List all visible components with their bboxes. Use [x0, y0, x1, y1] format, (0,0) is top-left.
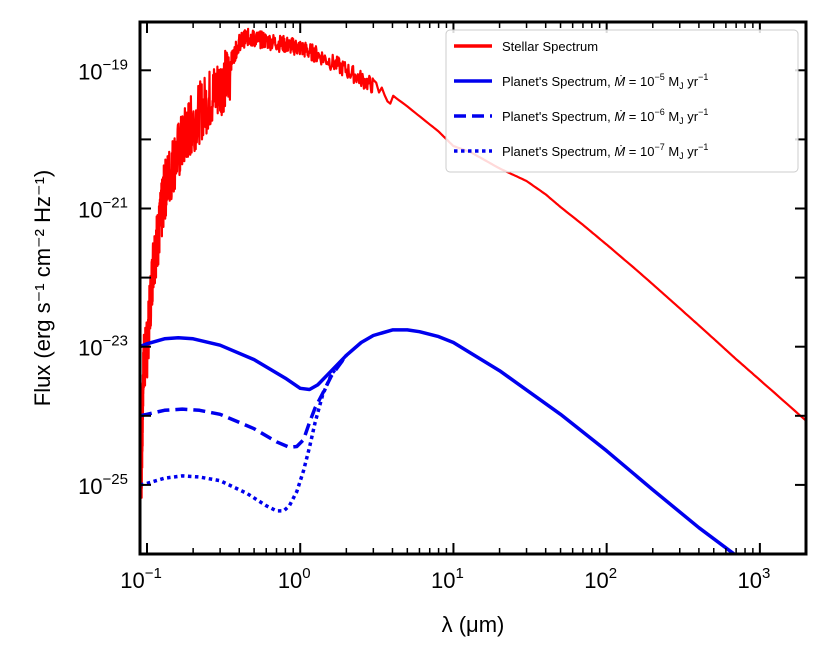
x-tick-label-base: 10 [584, 568, 608, 593]
legend-mass-unit: M [665, 109, 679, 124]
y-tick-label: 10−23 [78, 333, 128, 361]
legend-label: Planet's Spectrum, Ṁ = 10−5 MJ yr−1 [502, 72, 708, 91]
x-tick-label-base: 10 [431, 568, 455, 593]
y-tick-label: 10−19 [78, 56, 128, 84]
series-line-3 [140, 354, 348, 450]
legend-year-exp: −1 [698, 142, 708, 152]
series-line-2 [140, 328, 738, 554]
x-tick-label-exp: −1 [145, 565, 162, 582]
legend-label-main: Planet's Spectrum, [502, 144, 614, 159]
x-tick-label-base: 10 [278, 568, 302, 593]
legend-mass-unit: M [665, 74, 679, 89]
legend-mdot-symbol: Ṁ [614, 144, 625, 159]
x-tick-label-exp: 1 [456, 565, 464, 582]
y-tick-label-base: 10 [78, 336, 102, 361]
plot-frame [138, 20, 808, 556]
legend-year-unit: yr [684, 109, 699, 124]
x-tick-label-base: 10 [120, 568, 144, 593]
x-tick-label: 10−1 [120, 565, 162, 593]
legend-label-main: Planet's Spectrum, [502, 74, 614, 89]
legend-year-exp: −1 [698, 72, 708, 82]
y-tick-label-base: 10 [78, 474, 102, 499]
x-tick-label: 100 [278, 565, 311, 593]
x-tick-label-base: 10 [737, 568, 761, 593]
legend-box [445, 29, 799, 173]
x-tick-label: 103 [737, 565, 770, 593]
legend-label: Planet's Spectrum, Ṁ = 10−6 MJ yr−1 [502, 107, 708, 126]
legend-mass-sub: J [679, 81, 684, 91]
legend-label: Planet's Spectrum, Ṁ = 10−7 MJ yr−1 [502, 142, 708, 161]
legend-rate-exp: −6 [654, 107, 664, 117]
legend-equals: = 10 [625, 74, 654, 89]
y-tick-label-exp: −23 [103, 333, 128, 350]
y-tick-label-exp: −25 [103, 471, 128, 488]
y-tick-label-exp: −19 [103, 56, 128, 73]
legend-equals: = 10 [625, 109, 654, 124]
x-tick-label-exp: 0 [302, 565, 310, 582]
x-axis-label: λ (μm) [442, 612, 505, 637]
series-line-4 [140, 354, 348, 513]
x-tick-labels: 10−1 100 101 102 103 [120, 565, 770, 593]
legend-mass-sub: J [679, 151, 684, 161]
legend-mass-unit: M [665, 144, 679, 159]
legend-rate-exp: −5 [654, 72, 664, 82]
y-tick-label: 10−25 [78, 471, 128, 499]
y-tick-label-exp: −21 [103, 194, 128, 211]
legend-equals: = 10 [625, 144, 654, 159]
x-tick-label: 101 [431, 565, 464, 593]
y-tick-label-base: 10 [78, 59, 102, 84]
legend-label: Stellar Spectrum [502, 39, 598, 54]
x-tick-label-exp: 2 [609, 565, 617, 582]
y-axis-label: Flux (erg s⁻¹ cm⁻² Hz⁻¹) [30, 170, 55, 407]
y-tick-label-base: 10 [78, 197, 102, 222]
legend-mass-sub: J [679, 116, 684, 126]
legend-mdot-symbol: Ṁ [614, 109, 625, 124]
legend: Stellar Spectrum Planet's Spectrum, Ṁ = 1… [445, 29, 799, 173]
y-tick-label: 10−21 [78, 194, 128, 222]
x-tick-label-exp: 3 [762, 565, 770, 582]
legend-year-unit: yr [684, 74, 699, 89]
x-tick-label: 102 [584, 565, 617, 593]
legend-label-main: Stellar Spectrum [502, 39, 598, 54]
legend-label-main: Planet's Spectrum, [502, 109, 614, 124]
legend-year-unit: yr [684, 144, 699, 159]
legend-rate-exp: −7 [654, 142, 664, 152]
legend-year-exp: −1 [698, 107, 708, 117]
legend-mdot-symbol: Ṁ [614, 74, 625, 89]
